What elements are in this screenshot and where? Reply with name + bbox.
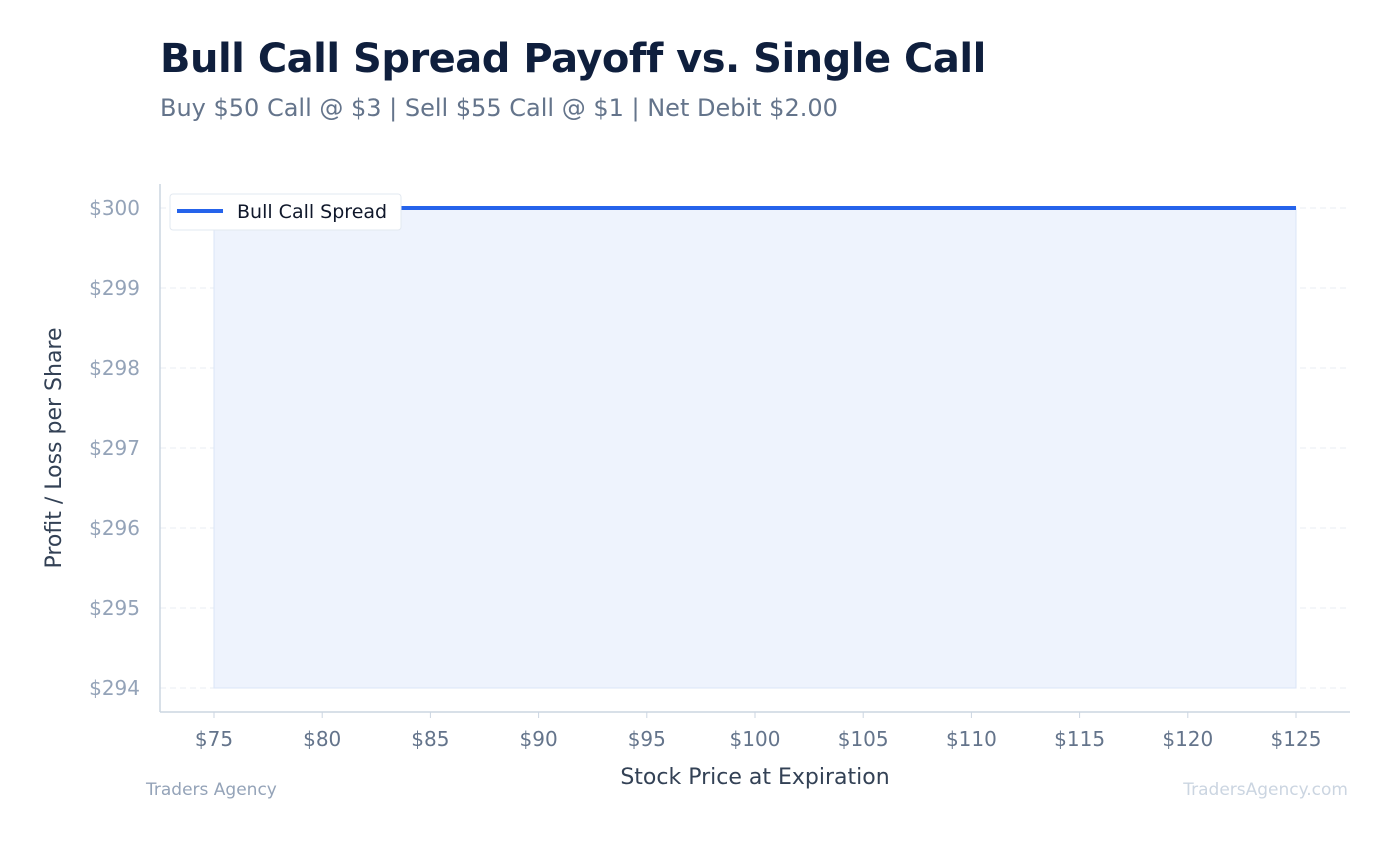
x-tick-label: $125 bbox=[1271, 727, 1322, 751]
legend-label-bull-call-spread: Bull Call Spread bbox=[237, 201, 387, 223]
x-tick-label: $110 bbox=[946, 727, 997, 751]
x-tick-label: $75 bbox=[195, 727, 233, 751]
x-tick-label: $80 bbox=[303, 727, 341, 751]
y-tick-label: $294 bbox=[89, 676, 140, 700]
legend: Bull Call Spread bbox=[169, 193, 402, 231]
chart-title: Bull Call Spread Payoff vs. Single Call bbox=[160, 36, 986, 82]
legend-box bbox=[169, 193, 402, 231]
x-tick-label: $95 bbox=[628, 727, 666, 751]
x-axis-title: Stock Price at Expiration bbox=[620, 765, 889, 790]
y-tick-label: $298 bbox=[89, 356, 140, 380]
x-tick-label: $100 bbox=[730, 727, 781, 751]
series-area-layer bbox=[213, 207, 1297, 689]
chart-subtitle: Buy $50 Call @ $3 | Sell $55 Call @ $1 |… bbox=[160, 94, 838, 122]
footer-brand: Traders Agency bbox=[146, 780, 277, 800]
y-tick-label: $297 bbox=[89, 436, 140, 460]
tick-labels: $294 $295 $296 $297 $298 $299 $300 $75 $80 $85 $90… bbox=[89, 196, 1321, 751]
y-tick-label: $295 bbox=[89, 596, 140, 620]
y-tick-label: $299 bbox=[89, 276, 140, 300]
y-tick-label: $296 bbox=[89, 516, 140, 540]
footer-url[interactable]: TradersAgency.com bbox=[1183, 780, 1348, 800]
x-tick-label: $105 bbox=[838, 727, 889, 751]
y-axis-title: Profit / Loss per Share bbox=[42, 327, 67, 568]
x-tick-label: $115 bbox=[1054, 727, 1105, 751]
y-tick-label: $300 bbox=[89, 196, 140, 220]
series-fill-area bbox=[213, 207, 1297, 689]
x-tick-label: $120 bbox=[1162, 727, 1213, 751]
x-tick-label: $85 bbox=[411, 727, 449, 751]
x-tick-label: $90 bbox=[520, 727, 558, 751]
